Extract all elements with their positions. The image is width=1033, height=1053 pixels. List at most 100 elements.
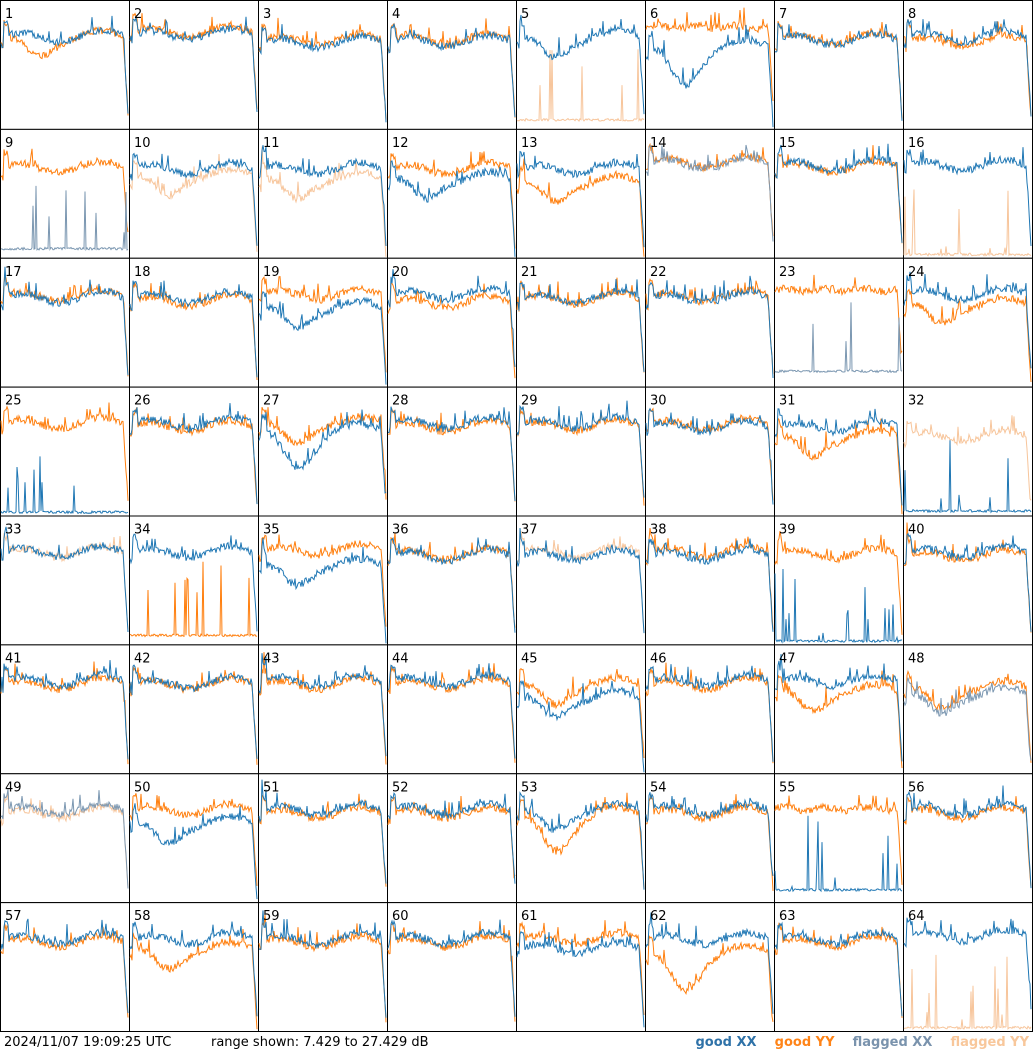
- panel-label: 32: [908, 394, 925, 409]
- panel-57: 57: [0, 902, 130, 1032]
- series-xx-37: [516, 527, 645, 634]
- series-yy-63: [774, 922, 903, 1018]
- series-yy-43: [258, 652, 387, 765]
- series-xx-22: [645, 275, 774, 379]
- panel-label: 16: [908, 136, 925, 151]
- series-yy-54: [645, 794, 774, 891]
- series-xx-17: [0, 266, 129, 376]
- panel-58: 58: [129, 902, 259, 1032]
- series-xx-13: [516, 150, 645, 248]
- series-yy-35: [258, 534, 387, 627]
- panel-54: 54: [645, 773, 775, 904]
- series-xx-61: [516, 930, 645, 1028]
- timestamp: 2024/11/07 19:09:25 UTC: [4, 1035, 172, 1050]
- panel-label: 56: [908, 780, 925, 795]
- series-yy-23: [774, 274, 903, 355]
- series-yy-45: [516, 668, 645, 759]
- series-xx-5: [516, 14, 645, 115]
- series-xx-29: [516, 400, 645, 498]
- panel-3: 3: [258, 0, 388, 130]
- panel-frame: [0, 515, 130, 646]
- series-xx-19: [258, 290, 387, 385]
- panel-label: 24: [908, 265, 925, 280]
- series-yy-25: [0, 402, 129, 501]
- panel-frame: [387, 644, 517, 775]
- series-yy-41: [0, 661, 129, 765]
- panel-43: 43: [258, 644, 388, 775]
- series-yy-6: [645, 7, 774, 102]
- panel-27: 27: [258, 386, 388, 517]
- series-xx-34: [129, 533, 258, 632]
- panel-frame: [516, 257, 646, 388]
- series-yy-62: [645, 935, 774, 1022]
- panel-label: 42: [134, 651, 151, 666]
- series-xx-33: [0, 526, 129, 633]
- series-xx-40: [903, 532, 1032, 632]
- series-yy-1: [0, 19, 129, 116]
- footer: 2024/11/07 19:09:25 UTC range shown: 7.4…: [0, 1033, 1033, 1053]
- legend-good-yy: good YY: [774, 1035, 835, 1050]
- panel-frame: [645, 644, 775, 775]
- series-yy-34: [129, 561, 258, 638]
- panel-frame: [516, 515, 646, 646]
- panel-10: 10: [129, 128, 259, 259]
- panel-46: 46: [645, 644, 775, 775]
- panel-label: 5: [521, 7, 529, 22]
- panel-frame: [774, 128, 904, 259]
- panel-label: 2: [134, 7, 142, 22]
- panel-50: 50: [129, 773, 259, 904]
- series-xx-4: [387, 23, 516, 118]
- series-xx-25: [0, 456, 129, 515]
- series-xx-54: [645, 792, 774, 876]
- series-yy-55: [774, 794, 903, 885]
- panel-label: 12: [392, 136, 409, 151]
- panel-label: 27: [263, 394, 280, 409]
- series-yy-53: [516, 792, 645, 890]
- panel-40: 40: [903, 515, 1033, 646]
- series-xx-47: [774, 654, 903, 762]
- panel-label: 54: [650, 780, 667, 795]
- panel-frame: [0, 644, 130, 775]
- panel-16: 16: [903, 128, 1033, 259]
- panel-49: 49: [0, 773, 130, 904]
- panel-frame: [387, 128, 517, 259]
- series-yy-24: [903, 288, 1032, 383]
- panel-32: 32: [903, 386, 1033, 517]
- series-xx-8: [903, 19, 1032, 117]
- series-xx-27: [258, 409, 387, 494]
- series-yy-12: [387, 151, 516, 249]
- panel-frame: [774, 386, 904, 517]
- panel-23: 23: [774, 257, 904, 388]
- series-xx-43: [258, 653, 387, 757]
- panel-label: 25: [5, 394, 22, 409]
- panel-label: 14: [650, 136, 667, 151]
- series-yy-47: [774, 670, 903, 769]
- panel-frame: [645, 0, 775, 130]
- panel-label: 43: [263, 651, 280, 666]
- panel-label: 55: [779, 780, 796, 795]
- legend-good-xx: good XX: [695, 1035, 757, 1050]
- panel-label: 22: [650, 265, 667, 280]
- panel-label: 3: [263, 7, 271, 22]
- panel-label: 63: [779, 909, 796, 924]
- panel-frame: [258, 128, 388, 259]
- panel-label: 58: [134, 909, 151, 924]
- series-xx-53: [516, 791, 645, 890]
- panel-label: 29: [521, 394, 538, 409]
- panel-frame: [0, 257, 130, 388]
- panel-56: 56: [903, 773, 1033, 904]
- panel-frame: [258, 0, 388, 130]
- panel-label: 40: [908, 523, 925, 538]
- panel-label: 15: [779, 136, 796, 151]
- panel-39: 39: [774, 515, 904, 646]
- panel-label: 57: [5, 909, 22, 924]
- panel-label: 21: [521, 265, 538, 280]
- panel-frame: [0, 773, 130, 904]
- panel-label: 44: [392, 651, 409, 666]
- series-yy-18: [129, 281, 258, 381]
- series-yy-5: [516, 49, 645, 123]
- panel-frame: [387, 386, 517, 517]
- panel-frame: [258, 773, 388, 904]
- series-xx-55: [774, 815, 903, 893]
